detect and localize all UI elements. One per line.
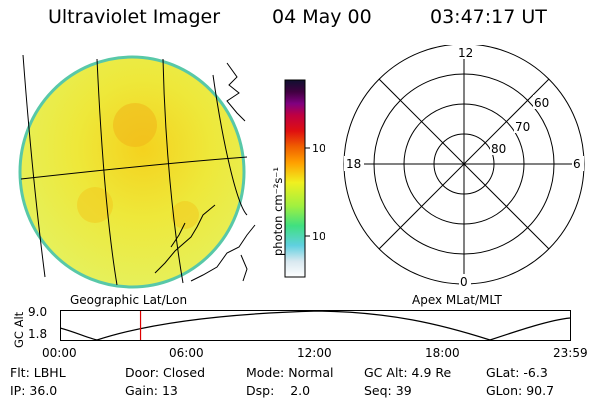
lat-label-60: 60 (534, 96, 549, 110)
mlt-label-6: 6 (573, 157, 581, 171)
mlt-label-0: 0 (460, 275, 468, 289)
apex-panel-title: Apex MLat/MLT (412, 293, 502, 307)
lat-lon-grid (20, 55, 248, 286)
altitude-tick-top: 9.0 (28, 305, 48, 319)
lat-label-70: 70 (515, 120, 530, 134)
info-mode: Mode: Normal (246, 365, 334, 380)
altitude-curve (60, 310, 571, 341)
info-seq: Seq: 39 (364, 383, 412, 398)
info-door: Door: Closed (125, 365, 206, 380)
info-dsp: Dsp: 2.0 (246, 383, 311, 398)
geographic-image (18, 55, 256, 289)
mlt-label-12: 12 (458, 46, 473, 60)
time-label: 03:47:17 UT (430, 6, 547, 28)
coastlines (154, 62, 256, 282)
colorbar-tick-10: 10 (312, 230, 325, 243)
altitude-plot (60, 310, 571, 341)
info-glon: GLon: 90.7 (486, 383, 555, 398)
earth-disk (18, 55, 246, 289)
colorbar-tick-100: 100 (312, 142, 325, 155)
mlat-mlt-polar-plot: 12 18 6 0 60 70 80 (343, 45, 585, 289)
info-filter: Flt: LBHL (10, 365, 66, 380)
xtick-2359: 23:59 (553, 346, 588, 360)
xtick-1800: 18:00 (425, 346, 460, 360)
altitude-tick-bottom: 1.8 (28, 327, 48, 341)
xtick-1200: 12:00 (297, 346, 332, 360)
colorbar: 100 10 (284, 79, 325, 278)
lat-label-80: 80 (491, 142, 506, 156)
info-ip: IP: 36.0 (10, 383, 58, 398)
info-gain: Gain: 13 (125, 383, 178, 398)
xtick-0000: 00:00 (42, 346, 77, 360)
info-gc-alt: GC Alt: 4.9 Re (364, 365, 452, 380)
xtick-0600: 06:00 (169, 346, 204, 360)
colorbar-unit-label: photon cm⁻²s⁻¹ (271, 167, 285, 256)
instrument-title: Ultraviolet Imager (48, 6, 221, 28)
info-glat: GLat: -6.3 (486, 365, 548, 380)
altitude-axis-label: GC Alt (12, 311, 26, 348)
mlt-label-18: 18 (346, 157, 361, 171)
date-label: 04 May 00 (272, 6, 372, 28)
geographic-panel-title: Geographic Lat/Lon (70, 293, 188, 307)
